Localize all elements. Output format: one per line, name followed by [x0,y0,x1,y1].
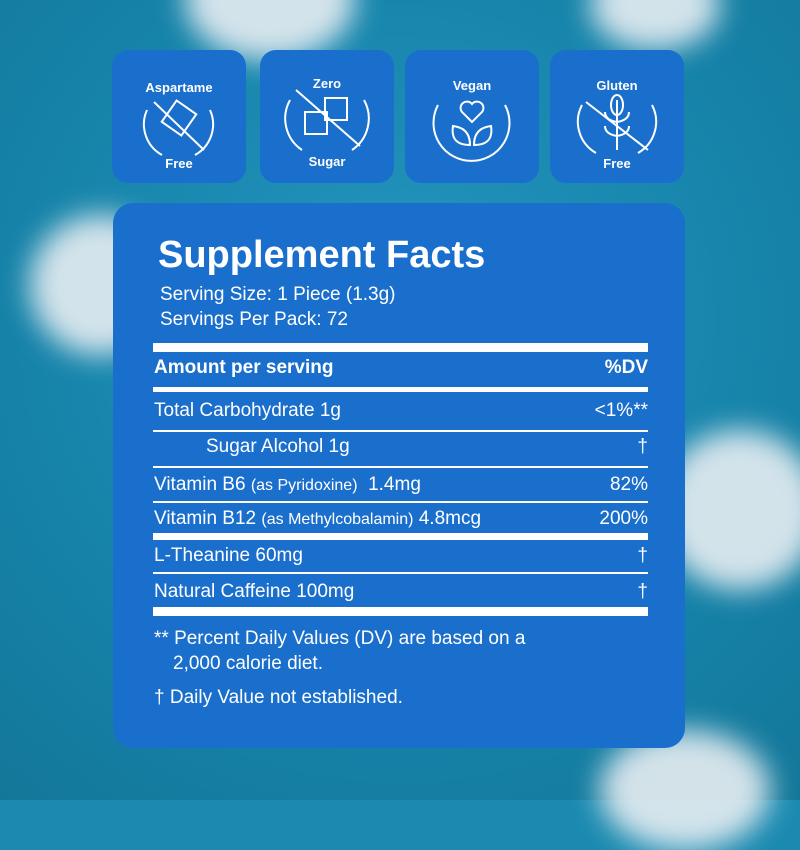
background-blob [600,730,770,850]
divider [153,466,648,468]
svg-text:Sugar: Sugar [309,154,346,169]
crossed-candy-icon: Aspartame Free [142,80,215,171]
row-dv: † [637,545,648,566]
row-dv: † [637,436,648,457]
header-dv: %DV [604,357,648,378]
row-name: L-Theanine 60mg [154,545,303,566]
row-dv: 82% [609,474,648,495]
divider [153,572,648,574]
svg-text:Zero: Zero [313,76,341,91]
crossed-wheat-icon: Gluten Free [576,78,658,171]
row-dv: <1%** [594,400,648,421]
servings-per-pack: Servings Per Pack: 72 [160,309,348,330]
header-amount: Amount per serving [154,357,334,378]
badge-vegan: Vegan [405,50,539,183]
divider [153,387,648,392]
crossed-sugar-cubes-icon: Zero Sugar [284,76,370,169]
svg-text:Free: Free [603,156,630,171]
divider [153,533,648,540]
footnote-dv-cont: 2,000 calorie diet. [173,653,323,674]
svg-text:Free: Free [165,156,192,171]
row-name: Total Carbohydrate 1g [154,400,341,421]
row-name: Sugar Alcohol 1g [206,436,350,457]
svg-text:Aspartame: Aspartame [145,80,212,95]
divider [153,607,648,616]
svg-text:Gluten: Gluten [596,78,637,93]
footnote-dv: ** Percent Daily Values (DV) are based o… [154,628,526,649]
row-dv: 200% [599,508,648,529]
serving-size: Serving Size: 1 Piece (1.3g) [160,284,396,305]
heart-leaves-icon: Vegan [432,78,511,162]
divider [153,501,648,503]
facts-title: Supplement Facts [158,234,486,276]
footnote-dagger: † Daily Value not established. [154,687,403,708]
row-vitamin-b6: Vitamin B6 (as Pyridoxine) 1.4mg [154,474,421,495]
svg-text:Vegan: Vegan [453,78,491,93]
badge-gluten-free: Gluten Free [550,50,684,183]
divider [153,343,648,352]
row-dv: † [637,581,648,602]
divider [153,430,648,432]
badge-aspartame-free: Aspartame Free [112,50,246,183]
supplement-facts-panel [113,203,685,748]
badge-zero-sugar: Zero Sugar [260,50,394,183]
row-name: Natural Caffeine 100mg [154,581,355,602]
row-vitamin-b12: Vitamin B12 (as Methylcobalamin) 4.8mcg [154,508,482,529]
